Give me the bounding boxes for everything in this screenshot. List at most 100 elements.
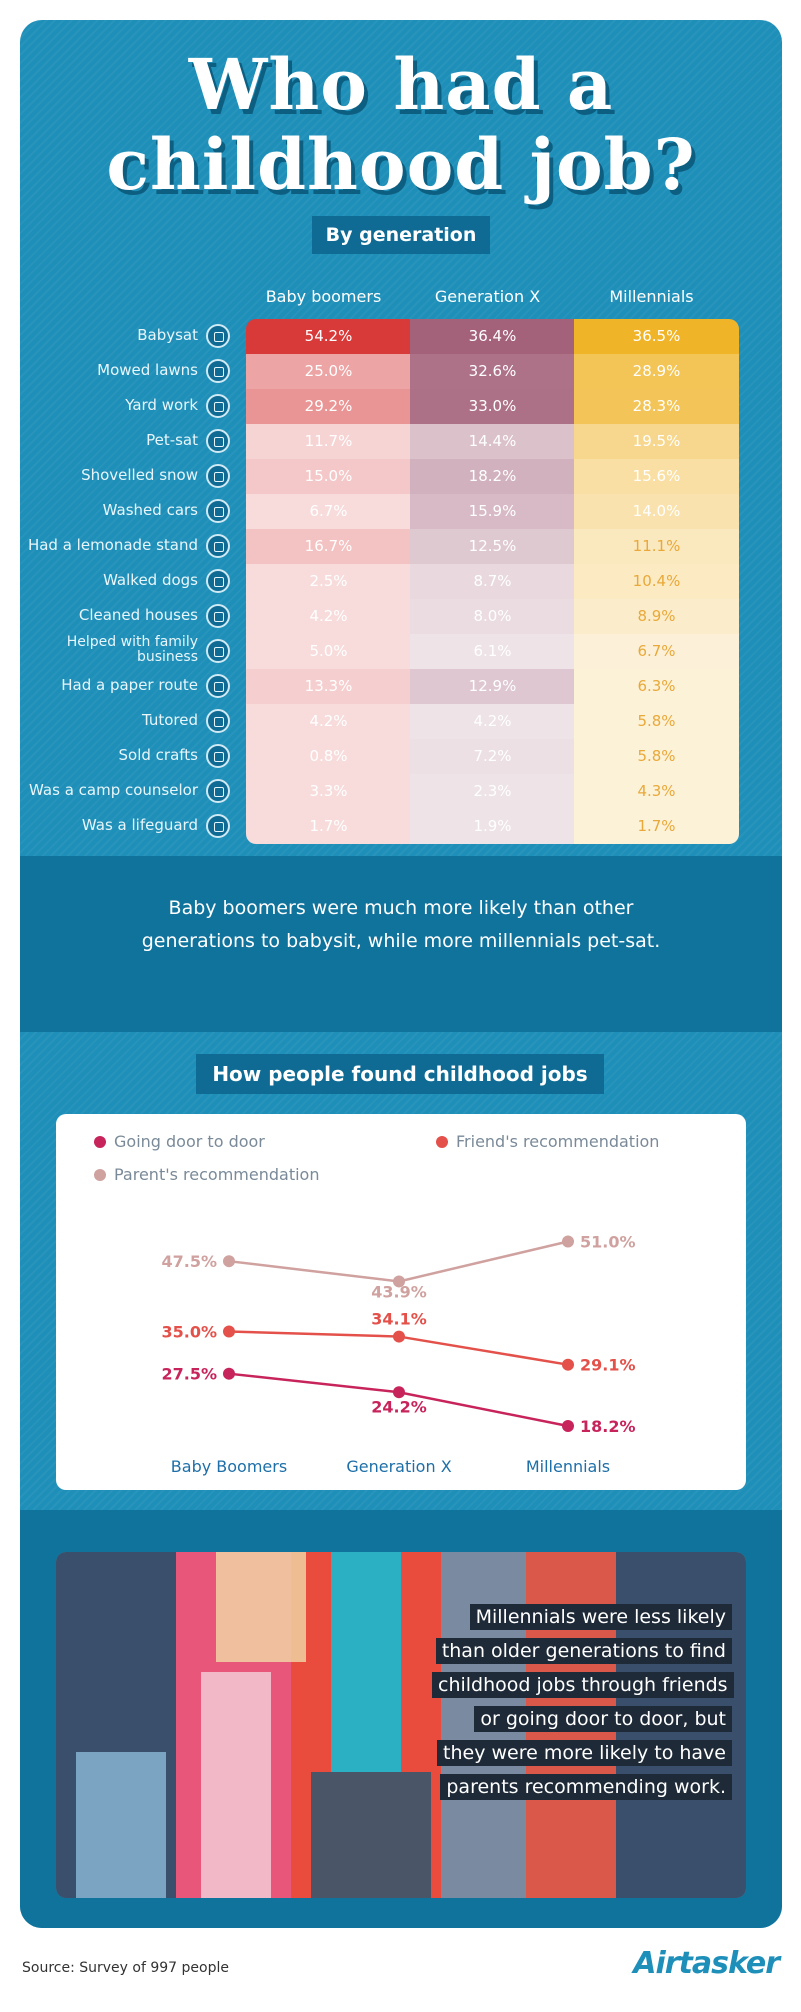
row-label: Cleaned houses [78,606,198,624]
data-point [562,1235,574,1248]
x-axis-tick-label: Millennials [526,1457,610,1476]
legend-label-parents-recommendation: Parent's recommendation [114,1165,320,1184]
backpack-icon [206,779,230,803]
table-cell: 1.9% [410,809,575,844]
row-label: Shovelled snow [81,466,198,484]
data-label: 24.2% [371,1397,427,1416]
table-cell: 29.2% [246,389,411,424]
table-cell: 15.9% [410,494,575,529]
subtitle-label: By generation [312,216,490,254]
row-label: Helped with family business [66,634,198,665]
data-point [562,1420,574,1432]
row-label: Was a camp counselor [29,781,198,799]
table-cell: 5.0% [246,634,411,669]
shovel-icon [206,464,230,488]
stroller-icon [206,324,230,348]
table-cell: 11.1% [574,529,739,564]
table-cell: 12.9% [410,669,575,704]
table-cell: 54.2% [246,319,411,354]
data-point [393,1386,405,1399]
table-cell: 33.0% [410,389,575,424]
row-label: Babysat [137,326,198,344]
table-cell: 16.7% [246,529,411,564]
data-point [562,1358,574,1371]
lifeguard-icon [206,814,230,838]
row-label: Had a lemonade stand [27,536,198,554]
data-point [393,1275,405,1288]
legend-dot-parents-recommendation [94,1169,106,1181]
lawnmower-icon [206,359,230,383]
insight-band: Baby boomers were much more likely than … [20,856,782,1032]
table-cell: 7.2% [410,739,575,774]
photo-quote: Millennials were less likely than older … [432,1600,734,1804]
data-label: 43.9% [371,1282,427,1301]
rake-icon [206,394,230,418]
table-cell: 18.2% [410,459,575,494]
teens-photo: Millennials were less likely than older … [56,1552,746,1898]
table-cell: 6.7% [574,634,739,669]
table-cell: 14.0% [574,494,739,529]
data-label: 18.2% [580,1417,636,1436]
data-label: 29.1% [580,1356,636,1375]
newspaper-icon [206,674,230,698]
row-label: Was a lifeguard [81,816,198,834]
table-cell: 15.0% [246,459,411,494]
chart-heading: How people found childhood jobs [196,1054,604,1094]
table-cell: 28.3% [574,389,739,424]
table-cell: 8.0% [410,599,575,634]
insight-text: Baby boomers were much more likely than … [141,897,661,952]
legend-item-parents-recommendation: Parent's recommendation [94,1165,319,1184]
data-point [223,1367,235,1380]
row-label: Washed cars [102,501,198,519]
legend-item-friends-recommendation: Friend's recommendation [436,1132,659,1151]
row-label: Mowed lawns [97,361,198,379]
chart-panel: Going door to door Friend's recommendati… [56,1114,746,1490]
data-point [223,1255,235,1268]
data-point [393,1330,405,1343]
table-cell: 4.2% [246,704,411,739]
data-label: 35.0% [161,1323,217,1342]
table-cell: 5.8% [574,739,739,774]
data-point [223,1325,235,1338]
legend-dot-door-to-door [94,1136,106,1148]
infographic-card: Who had a childhood job? By generation B… [20,20,782,1928]
row-label: Tutored [141,711,198,729]
legend-item-door-to-door: Going door to door [94,1132,265,1151]
table-cell: 19.5% [574,424,739,459]
row-label: Sold crafts [118,746,198,764]
table-cell: 13.3% [246,669,411,704]
family-icon [206,639,230,663]
row-label: Had a paper route [61,676,198,694]
data-label: 34.1% [371,1310,427,1329]
airtasker-logo: Airtasker [633,1946,780,1981]
column-header-generation-x: Generation X [434,287,541,306]
table-cell: 8.7% [410,564,575,599]
table-cell: 10.4% [574,564,739,599]
table-cell: 1.7% [574,809,739,844]
x-axis-tick-label: Generation X [346,1457,451,1476]
table-cell: 28.9% [574,354,739,389]
table-cell: 6.1% [410,634,575,669]
table-cell: 32.6% [410,354,575,389]
x-axis-tick-label: Baby Boomers [171,1457,287,1476]
table-cell: 36.4% [410,319,575,354]
table-cell: 4.2% [246,599,411,634]
table-cell: 12.5% [410,529,575,564]
dog-icon [206,569,230,593]
line-chart: 27.5% 24.2% 18.2% 35.0% 34.1% 29.1% 47.5% 43.9%… [161,1233,636,1477]
table-cell: 4.3% [574,774,739,809]
row-label: Walked dogs [103,571,198,589]
table-cell: 11.7% [246,424,411,459]
lemonade-icon [206,534,230,558]
data-label: 47.5% [161,1252,217,1271]
legend-label-door-to-door: Going door to door [114,1132,265,1151]
spray-bottle-icon [206,604,230,628]
table-cell: 2.5% [246,564,411,599]
table-cell: 5.8% [574,704,739,739]
table-cell: 3.3% [246,774,411,809]
column-header-baby-boomers: Baby boomers [265,287,382,306]
shop-icon [206,744,230,768]
table-cell: 14.4% [410,424,575,459]
table-cell: 8.9% [574,599,739,634]
table-cell: 1.7% [246,809,411,844]
